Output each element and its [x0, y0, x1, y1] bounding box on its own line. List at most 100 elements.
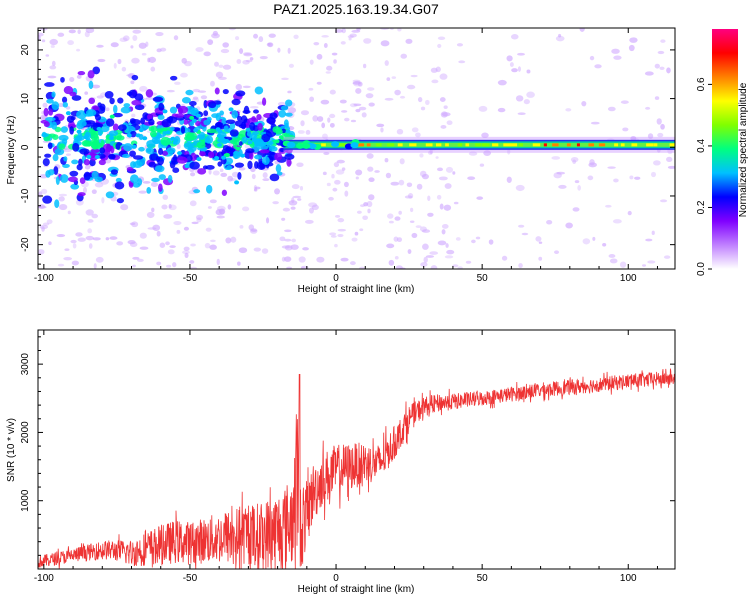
heatmap-cell [131, 57, 140, 64]
heatmap-cell [123, 103, 131, 108]
heatmap-cell [79, 177, 86, 185]
heatmap-cell [76, 110, 87, 120]
heatmap-cell [132, 29, 142, 34]
heatmap-cell [444, 255, 454, 259]
heatmap-cell [109, 97, 115, 105]
heatmap-cell [131, 113, 136, 118]
heatmap-cell [258, 163, 265, 169]
heatmap-cell [348, 37, 352, 41]
heatmap-cell [309, 207, 314, 214]
heatmap-cell [71, 260, 79, 266]
heatmap-cell [653, 160, 661, 166]
heatmap-cell [71, 159, 79, 165]
heatmap-cell [341, 110, 348, 113]
heatmap-cell [572, 159, 577, 165]
heatmap-cell [159, 242, 166, 248]
heatmap-cell [287, 107, 297, 114]
heatmap-cell [94, 154, 100, 159]
heatmap-cell [538, 256, 543, 261]
heatmap-cell [538, 241, 543, 244]
heatmap-cell [590, 121, 600, 125]
heatmap-cell [138, 128, 144, 133]
snr-panel: -100 -50 0 50 100 1000 2000 3000 Height of str… [6, 329, 676, 595]
heatmap-cell [190, 107, 199, 116]
heatmap-cell [230, 178, 237, 182]
heatmap-cell [388, 259, 395, 266]
heatmap-cell [60, 174, 69, 183]
heatmap-cell [666, 67, 671, 74]
heatmap-cell [284, 134, 296, 140]
heatmap-cell [209, 199, 217, 204]
heatmap-cell [92, 237, 101, 241]
heatmap-cell [203, 51, 211, 57]
heatmap-cell [286, 158, 292, 167]
heatmap-cell [355, 169, 363, 176]
heatmap-cell [158, 174, 166, 180]
heatmap-cell [376, 143, 382, 147]
heatmap-cell [139, 246, 149, 250]
heatmap-cell [576, 143, 580, 147]
heatmap-cell [302, 247, 309, 251]
heatmap-cell [367, 208, 371, 214]
heatmap-cell [94, 182, 104, 188]
heatmap-cell [445, 243, 449, 248]
heatmap-cell [126, 166, 134, 172]
heatmap-cell [173, 154, 178, 163]
heatmap-cell [407, 249, 412, 254]
heatmap-cell [368, 177, 375, 183]
heatmap-cell [156, 261, 162, 266]
heatmap-cell [628, 44, 635, 52]
heatmap-cell [67, 40, 74, 46]
heatmap-cell [262, 178, 270, 182]
heatmap-cell [51, 121, 58, 130]
heatmap-cell [526, 69, 531, 74]
heatmap-cell [666, 156, 673, 162]
heatmap-cell [46, 98, 54, 104]
heatmap-cell [422, 229, 431, 233]
heatmap-cell [352, 80, 362, 87]
heatmap-cell [452, 264, 459, 268]
heatmap-cell [274, 188, 280, 195]
heatmap-cell [140, 117, 146, 125]
heatmap-cell [123, 143, 133, 152]
heatmap-cell [91, 189, 97, 194]
heatmap-cell [173, 220, 182, 226]
heatmap-cell [156, 48, 162, 53]
heatmap-cell [440, 124, 447, 129]
heatmap-cell [117, 97, 124, 104]
heatmap-cell [238, 141, 243, 146]
heatmap-cell [85, 235, 94, 241]
heatmap-cell [351, 237, 358, 242]
heatmap-cell [387, 143, 395, 147]
heatmap-cell [274, 152, 283, 161]
heatmap-cell [361, 112, 367, 118]
heatmap-cell [221, 138, 227, 143]
heatmap-cell [518, 263, 523, 269]
heatmap-cell [48, 241, 52, 246]
heatmap-cell [83, 158, 90, 166]
heatmap-cell [166, 264, 172, 268]
heatmap-cell [441, 112, 451, 117]
heatmap-cell [84, 134, 90, 139]
heatmap-cell [316, 81, 322, 85]
heatmap-cell [631, 143, 638, 147]
heatmap-cell [278, 109, 287, 118]
heatmap-cell [249, 57, 254, 61]
heatmap-cell [146, 187, 152, 194]
heatmap-cell [334, 243, 338, 248]
heatmap-cell [98, 159, 106, 166]
heatmap-cell [216, 258, 220, 266]
heatmap-cell [338, 143, 346, 147]
heatmap-cell [156, 230, 161, 237]
heatmap-cell [216, 205, 226, 212]
heatmap-cell [397, 28, 402, 32]
heatmap-cell [316, 53, 323, 60]
heatmap-cell [189, 260, 195, 264]
heatmap-cell [72, 142, 80, 152]
heatmap-cell [435, 66, 441, 73]
heatmap-cell [161, 150, 169, 156]
heatmap-cell [269, 173, 280, 182]
heatmap-cell [417, 96, 423, 103]
heatmap-cell [349, 103, 358, 108]
heatmap-cell [543, 143, 547, 147]
